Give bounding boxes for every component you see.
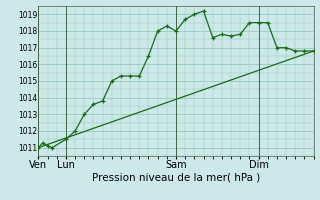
X-axis label: Pression niveau de la mer( hPa ): Pression niveau de la mer( hPa ) bbox=[92, 173, 260, 183]
